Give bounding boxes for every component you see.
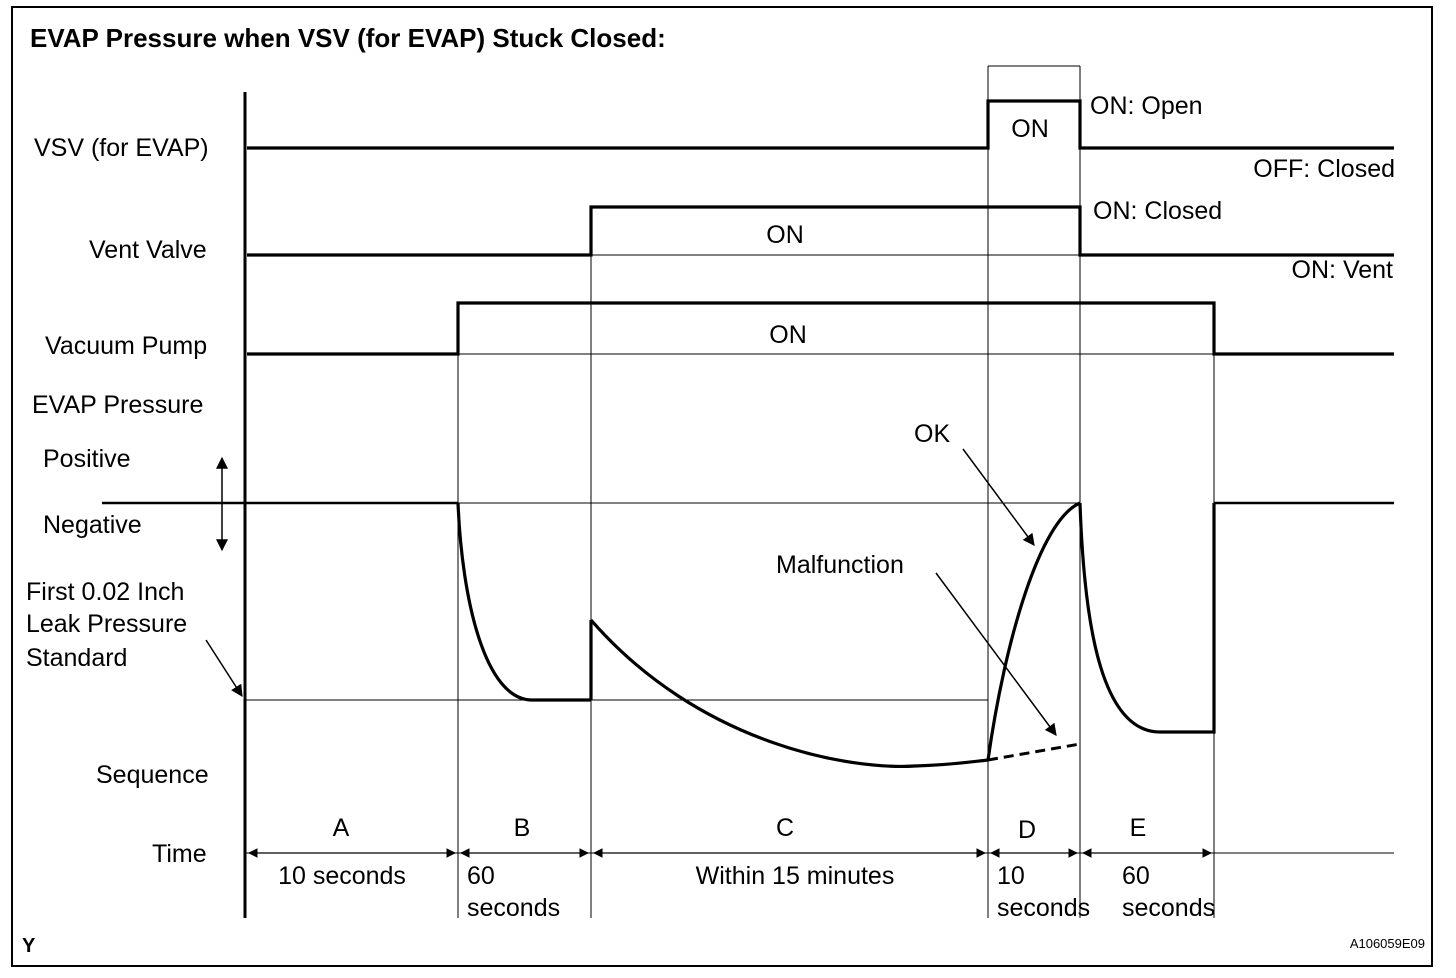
vent-on-text: ON	[766, 221, 804, 249]
vent-valve-label: Vent Valve	[89, 236, 207, 264]
duration-c: Within 15 minutes	[696, 862, 895, 890]
vsv-signal	[247, 99, 1394, 150]
pressure-curve-pumpdown	[456, 502, 591, 702]
vent-valve-signal	[247, 205, 1394, 257]
pump-on-text: ON	[769, 321, 807, 349]
negative-label: Negative	[43, 511, 142, 539]
malfunction-label: Malfunction	[776, 551, 904, 579]
duration-e-line2: seconds	[1122, 894, 1215, 922]
duration-b-line2: seconds	[467, 894, 560, 922]
duration-a: 10 seconds	[278, 862, 406, 890]
vacuum-pump-label: Vacuum Pump	[45, 332, 207, 360]
vent-closed-state: ON: Closed	[1093, 197, 1222, 225]
evap-pressure-label: EVAP Pressure	[32, 391, 203, 419]
duration-d-line1: 10	[997, 862, 1025, 890]
pressure-curve-leak-check	[589, 618, 989, 768]
duration-e-line1: 60	[1122, 862, 1150, 890]
leak-standard-label-line1: First 0.02 Inch	[26, 578, 184, 606]
sequence-letter-e: E	[1130, 814, 1147, 842]
sequence-letter-a: A	[333, 814, 350, 842]
figure-code: A106059E09	[1350, 936, 1425, 951]
duration-d-line2: seconds	[997, 894, 1090, 922]
vsv-on-text: ON	[1011, 115, 1049, 143]
footer-left-mark: Y	[22, 935, 36, 957]
malfunction-pointer	[935, 572, 1057, 736]
pressure-curve-recovery	[1078, 502, 1216, 734]
pressure-curve-malfunction	[987, 742, 1081, 762]
diagram-frame	[11, 6, 1433, 967]
sequence-letter-c: C	[776, 814, 794, 842]
vent-vent-state: ON: Vent	[1292, 256, 1393, 284]
vsv-closed-state: OFF: Closed	[1253, 155, 1395, 183]
vacuum-pump-signal	[247, 301, 1394, 356]
diagram-title: EVAP Pressure when VSV (for EVAP) Stuck …	[30, 23, 666, 53]
duration-b-line1: 60	[467, 862, 495, 890]
sequence-letter-b: B	[514, 814, 531, 842]
leak-standard-label-line2: Leak Pressure	[26, 610, 187, 638]
vsv-open-state: ON: Open	[1090, 92, 1203, 120]
leak-standard-label-line3: Standard	[26, 644, 127, 672]
time-label: Time	[152, 840, 207, 868]
leak-standard-pointer	[205, 639, 243, 698]
sequence-letter-d: D	[1018, 816, 1036, 844]
sequence-label: Sequence	[96, 761, 209, 789]
positive-label: Positive	[43, 445, 131, 473]
pressure-curve-ok	[986, 501, 1081, 761]
vsv-label: VSV (for EVAP)	[34, 134, 209, 162]
ok-pointer	[962, 448, 1035, 546]
ok-label: OK	[914, 420, 950, 448]
